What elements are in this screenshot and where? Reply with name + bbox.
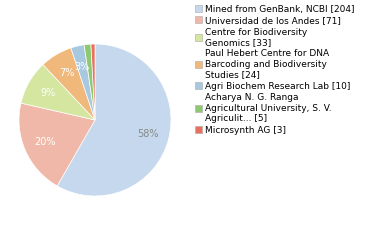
Text: 58%: 58% [137, 129, 158, 139]
Wedge shape [43, 48, 95, 120]
Text: 9%: 9% [40, 88, 55, 98]
Wedge shape [71, 45, 95, 120]
Wedge shape [21, 65, 95, 120]
Wedge shape [91, 44, 95, 120]
Text: 3%: 3% [75, 62, 90, 72]
Wedge shape [19, 103, 95, 186]
Wedge shape [57, 44, 171, 196]
Text: 20%: 20% [34, 137, 55, 147]
Text: 7%: 7% [59, 68, 74, 78]
Legend: Mined from GenBank, NCBI [204], Universidad de los Andes [71], Centre for Biodiv: Mined from GenBank, NCBI [204], Universi… [195, 5, 355, 135]
Wedge shape [84, 44, 95, 120]
